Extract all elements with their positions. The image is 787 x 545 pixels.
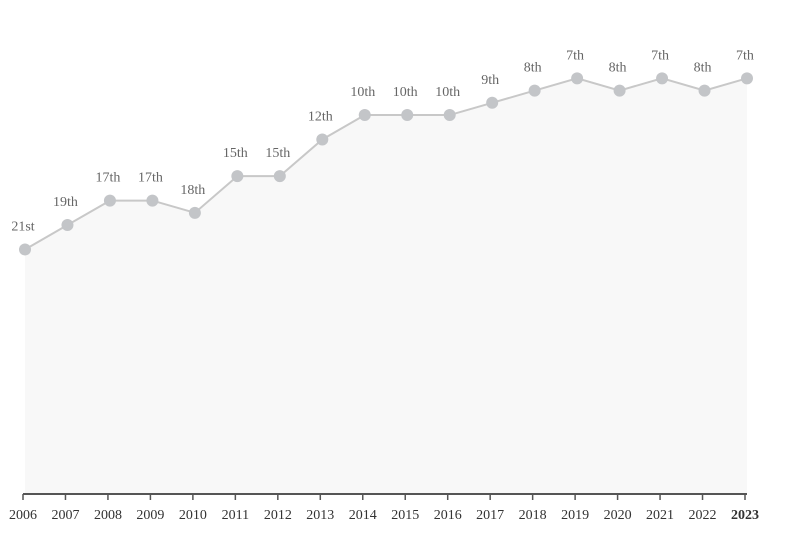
data-point [103,194,116,207]
data-label: 21st [11,220,34,235]
data-point [273,170,286,183]
data-label: 8th [694,61,712,76]
data-point [61,219,74,232]
x-tick-label: 2011 [222,508,249,523]
x-tick-label: 2023 [731,508,759,523]
data-label: 8th [524,61,542,76]
data-label: 10th [435,85,460,100]
data-label: 17th [95,171,120,186]
x-tick-label: 2017 [476,508,504,523]
data-point [401,109,414,122]
x-tick-label: 2020 [604,508,632,523]
data-label: 12th [308,109,333,124]
data-label: 15th [223,146,248,161]
data-point [741,72,753,85]
x-axis: 2006 2007 2008 2009 2010 2011 2012 2013 2014 2015… [9,493,759,523]
x-tick-label: 2008 [94,508,122,523]
x-tick-label: 2007 [51,508,79,523]
data-label: 17th [138,171,163,186]
data-label: 15th [265,146,290,161]
x-tick-label: 2021 [646,508,674,523]
x-tick-label: 2013 [306,508,334,523]
data-point [613,84,626,97]
data-label: 7th [566,48,584,63]
x-tick-label: 2014 [349,508,377,523]
x-tick-label: 2016 [434,508,462,523]
data-point [656,72,669,85]
x-tick-label: 2022 [689,508,717,523]
data-label: 18th [180,183,205,198]
area-fill [25,78,747,494]
x-tick-label: 2018 [519,508,547,523]
data-point [316,133,329,146]
data-point [146,194,159,207]
data-point [528,84,541,97]
data-label: 7th [736,48,754,63]
series-line [24,77,748,251]
data-label: 7th [651,48,669,63]
data-point [443,109,456,122]
x-tick-label: 2009 [136,508,164,523]
data-label: 10th [350,85,375,100]
x-tick-label: 2012 [264,508,292,523]
data-point [19,243,31,256]
data-point [231,170,244,183]
data-point [358,109,371,122]
data-point [188,206,201,219]
x-tick-label: 2015 [391,508,419,523]
data-points: 21st 19th 17th 17th 18th 15th 15th 12th 10th 10th… [11,48,754,256]
data-label: 9th [481,73,499,88]
data-label: 8th [609,61,627,76]
x-tick-label: 2006 [9,508,37,523]
data-label: 19th [53,195,78,210]
data-point [698,84,711,97]
data-point [571,72,584,85]
x-tick-label: 2019 [561,508,589,523]
data-label: 10th [393,85,418,100]
data-point [486,96,499,109]
x-tick-label: 2010 [179,508,207,523]
